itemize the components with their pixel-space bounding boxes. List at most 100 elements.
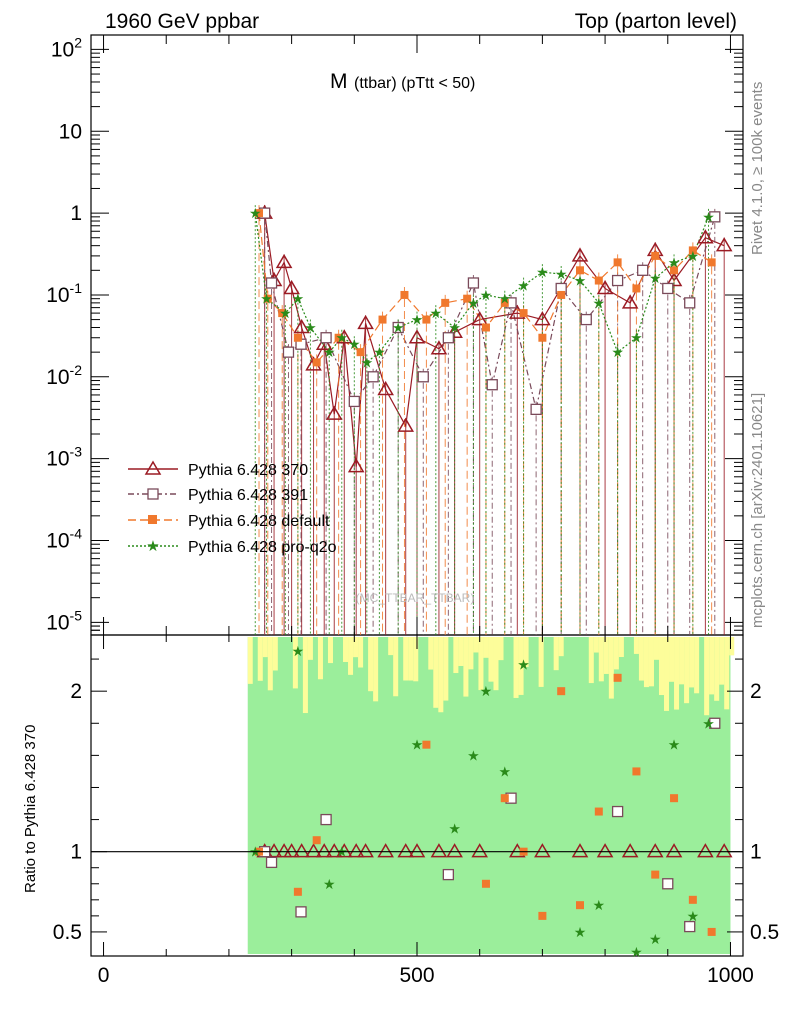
ratio-point	[611, 805, 624, 818]
ratio-point	[325, 843, 343, 858]
ratio-point	[594, 807, 603, 816]
yellow-band	[302, 637, 308, 714]
header-energy: 1960 GeV ppbar	[105, 10, 259, 33]
ratio-point	[632, 767, 641, 776]
ratio-point	[534, 843, 551, 858]
data-point: ★	[348, 336, 361, 352]
axes: 0 500 1000 102 10 1 10-1 10-2 10-3 10-4 10-5 2 2 1 1 0.…	[46, 34, 779, 987]
data-point	[397, 417, 415, 432]
data-point	[283, 279, 300, 295]
green-band	[247, 637, 731, 954]
yellow-band	[724, 637, 730, 710]
yellow-band	[408, 637, 414, 681]
series-markers: ★★★★★★★ ★★★★ ★ ★★★ ★ ★★★ ★ ★★★★★★ ★★	[249, 204, 733, 473]
data-point	[278, 309, 287, 318]
data-point	[530, 403, 542, 416]
legend-label-pro-q2o: Pythia 6.428 pro-q2o	[188, 539, 337, 556]
legend-label-default: Pythia 6.428 default	[188, 513, 330, 530]
yellow-band	[468, 637, 474, 670]
data-point: ★	[593, 295, 606, 311]
mcplots-label: mcplots.cern.ch [arXiv:2401.10621]	[749, 393, 766, 628]
data-point	[367, 371, 379, 383]
legend-filled-square-icon	[148, 515, 157, 524]
yellow-band	[478, 637, 484, 691]
ratio-point: ★	[702, 715, 715, 731]
ratio-point	[265, 843, 283, 858]
ratio-point	[471, 843, 488, 858]
data-point	[670, 266, 679, 275]
data-point	[255, 209, 264, 218]
data-point	[534, 311, 551, 326]
yellow-band	[643, 637, 649, 688]
yellow-band	[453, 637, 459, 674]
yellow-band	[704, 637, 710, 716]
ratio-tick-label: 1	[70, 841, 82, 864]
data-point	[632, 284, 641, 293]
ratio-point	[557, 687, 566, 696]
ratio-uncertainty-bands	[247, 637, 735, 954]
ratio-point	[305, 843, 322, 858]
data-point: ★	[668, 254, 681, 270]
yellow-band	[373, 637, 379, 702]
ratio-point: ★	[480, 683, 493, 699]
yellow-band	[598, 637, 604, 682]
yellow-band	[498, 637, 504, 661]
data-point: ★	[292, 291, 305, 307]
ratio-point	[481, 879, 490, 888]
yellow-band	[689, 637, 695, 688]
yellow-band	[709, 637, 715, 695]
yellow-band	[684, 637, 690, 704]
data-point	[441, 298, 450, 307]
yellow-band	[588, 637, 594, 684]
ratio-point	[293, 843, 310, 858]
ratio-point	[621, 843, 639, 858]
data-point	[471, 311, 488, 326]
data-point	[486, 379, 498, 391]
data-point	[430, 340, 448, 355]
yellow-band	[694, 637, 700, 694]
data-point: ★	[373, 344, 386, 360]
ratio-point	[697, 843, 714, 858]
yellow-band	[729, 637, 735, 656]
data-point: ★	[649, 270, 662, 286]
data-point	[400, 290, 409, 299]
ratio-point	[295, 906, 307, 918]
data-point: ★	[480, 287, 493, 303]
data-point: ★	[335, 330, 348, 346]
ratio-point	[265, 856, 278, 869]
x-tick-label: 0	[98, 964, 110, 987]
data-point	[392, 321, 404, 334]
ratio-point: ★	[292, 643, 305, 659]
ratio-point	[422, 740, 431, 749]
header-process: Top (parton level)	[575, 10, 737, 33]
yellow-band	[443, 637, 449, 701]
ratio-point: ★	[498, 763, 511, 779]
y-tick-label: 10-3	[46, 444, 82, 471]
data-point	[463, 294, 472, 303]
series-lines	[254, 205, 725, 635]
yellow-band	[368, 637, 374, 692]
data-point	[417, 371, 429, 383]
yellow-band	[679, 637, 685, 685]
yellow-band	[438, 637, 444, 713]
data-point: ★	[517, 278, 530, 294]
yellow-band	[664, 637, 670, 711]
ratio-point	[335, 843, 353, 858]
data-point	[293, 319, 310, 334]
y-tick-label: 10-2	[46, 362, 82, 389]
yellow-band	[638, 637, 644, 681]
ratio-point	[662, 878, 674, 890]
ratio-point: ★	[467, 747, 480, 763]
yellow-band	[343, 637, 349, 662]
ratio-tick-label: 2	[70, 680, 82, 703]
data-point	[348, 395, 360, 408]
legend-square-icon	[147, 488, 159, 500]
data-point: ★	[323, 344, 336, 360]
ratio-point: ★	[687, 908, 700, 924]
ratio-tick-label-right: 0.5	[750, 921, 779, 944]
ratio-point: ★	[517, 656, 530, 672]
ratio-point	[715, 843, 733, 858]
yellow-band	[488, 637, 494, 682]
legend-entry-391: Pythia 6.428 391	[128, 487, 308, 504]
data-point	[557, 290, 566, 299]
